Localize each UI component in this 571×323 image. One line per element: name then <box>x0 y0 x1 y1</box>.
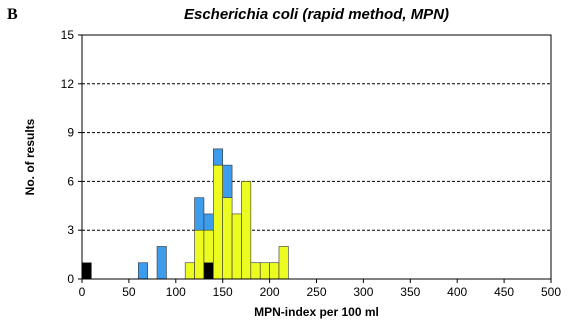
axis-ticks: 0 50 100 150 200 250 300 350 400 450 500 0 3 6 9 12 15 <box>61 28 562 299</box>
bar-segment-blue <box>137 262 148 280</box>
bar-segment-yellow <box>278 246 289 280</box>
plot-frame <box>81 34 552 280</box>
y-tick-label: 9 <box>67 126 74 140</box>
x-tick-label: 100 <box>166 285 186 299</box>
bar-segment-blue <box>156 246 167 280</box>
x-tick-label: 400 <box>447 285 467 299</box>
bar-segment-black <box>203 262 214 280</box>
x-tick-label: 300 <box>353 285 373 299</box>
y-tick-label: 6 <box>67 174 74 188</box>
bar-segment-blue <box>222 164 233 198</box>
bar-segment-yellow <box>241 181 252 280</box>
bar-segment-blue <box>213 148 224 166</box>
bar-segment-yellow <box>213 164 224 280</box>
y-tick-label: 3 <box>67 223 74 237</box>
bar-segment-yellow <box>222 197 233 280</box>
x-tick-label: 50 <box>122 285 136 299</box>
x-tick-label: 500 <box>541 285 561 299</box>
bar-segment-blue <box>203 213 214 231</box>
bar-segment-yellow <box>203 229 214 264</box>
y-tick-label: 0 <box>67 272 74 286</box>
x-tick-label: 450 <box>494 285 514 299</box>
chart-title: Escherichia coli (rapid method, MPN) <box>183 6 450 23</box>
x-tick-label: 0 <box>79 285 86 299</box>
y-axis-title: No. of results <box>23 118 37 195</box>
panel-label: B <box>7 6 18 23</box>
bar-segment-black <box>81 262 92 280</box>
x-tick-label: 350 <box>400 285 420 299</box>
bar-segment-blue <box>194 197 205 231</box>
bar-segment-yellow <box>269 262 280 280</box>
x-axis-title: MPN-index per 100 ml <box>254 305 379 319</box>
grid-lines <box>82 83 551 231</box>
bar-segment-yellow <box>194 229 205 280</box>
bar-segment-yellow <box>184 262 195 280</box>
histogram-bars <box>81 148 289 280</box>
bar-segment-yellow <box>231 213 242 280</box>
y-tick-label: 12 <box>61 77 75 91</box>
y-tick-label: 15 <box>61 28 75 42</box>
x-tick-label: 250 <box>306 285 326 299</box>
x-tick-label: 150 <box>213 285 233 299</box>
bar-segment-yellow <box>259 262 270 280</box>
x-tick-label: 200 <box>260 285 280 299</box>
bar-segment-yellow <box>250 262 261 280</box>
